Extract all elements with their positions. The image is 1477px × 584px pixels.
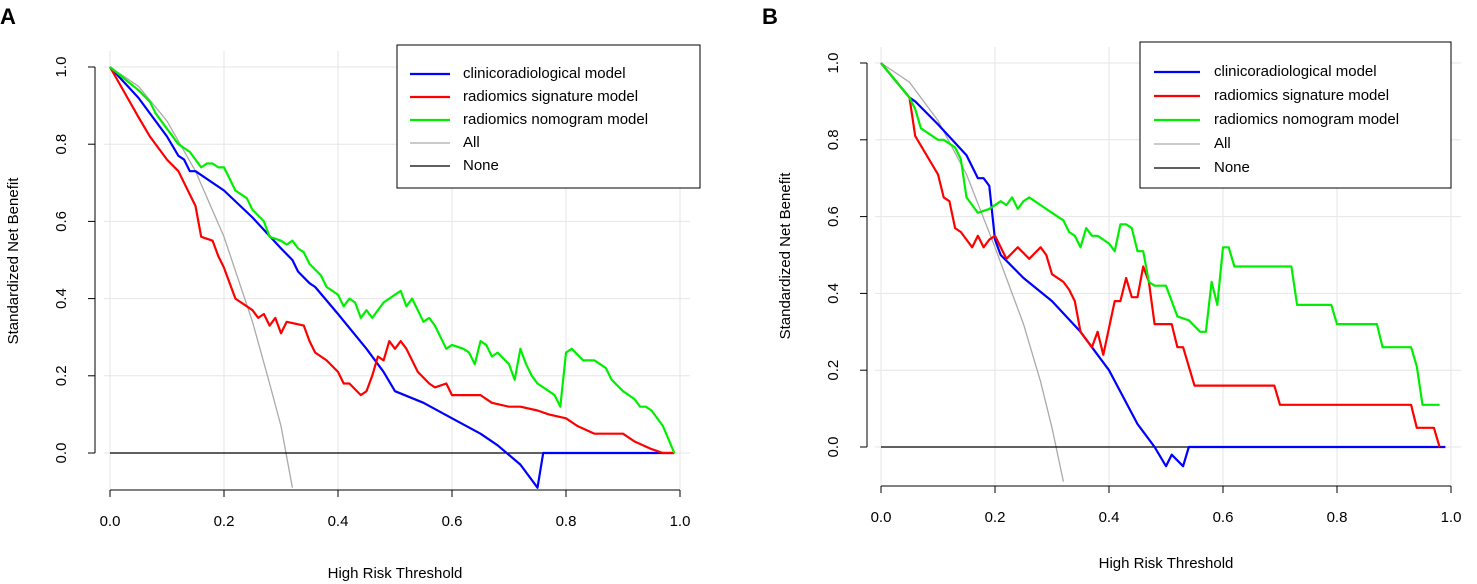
panel-a-x-tick-label: 0.6 (442, 513, 463, 530)
panel-b-legend-label: All (1214, 135, 1231, 152)
panel-b-x-tick-label: 0.0 (871, 509, 892, 526)
panel-b: B 0.0 0.2 0.4 0.6 0.8 1.0 0.0 0.2 0.4 0.6 0.8 1.0 Hig… (762, 4, 1461, 572)
panel-b-x-tick-label: 0.8 (1327, 509, 1348, 526)
panel-a-x-tick-label: 0.4 (328, 513, 349, 530)
panel-a-legend-label: None (463, 157, 499, 174)
panel-b-y-tick-label: 1.0 (825, 53, 842, 74)
panel-a-y-tick-label: 1.0 (53, 57, 70, 78)
panel-b-line-clinicoradiological-model (880, 62, 1446, 468)
panel-a-x-tick-label: 0.0 (100, 513, 121, 530)
panel-b-legend-label: clinicoradiological model (1214, 63, 1377, 80)
panel-a-y-tick-label: 0.2 (53, 365, 70, 386)
panel-a-legend-label: radiomics nomogram model (463, 111, 648, 128)
panel-a-y-tick-label: 0.0 (53, 443, 70, 464)
panel-a-x-tick-label: 1.0 (670, 513, 691, 530)
panel-b-x-tick-label: 0.2 (985, 509, 1006, 526)
panel-a-legend-label: radiomics signature model (463, 88, 638, 105)
panel-a-legend-label: All (463, 134, 480, 151)
panel-b-line-radiomics-signature-model (880, 62, 1441, 448)
panel-b-legend-label: radiomics nomogram model (1214, 111, 1399, 128)
panel-b-x-tick-label: 1.0 (1441, 509, 1462, 526)
panel-b-label: B (762, 4, 778, 29)
panel-a-label: A (0, 4, 16, 29)
panel-b-legend-label: None (1214, 159, 1250, 176)
panel-b-x-tick-label: 0.6 (1213, 509, 1234, 526)
panel-a-y-axis-title: Standardized Net Benefit (5, 177, 22, 345)
panel-b-legend-label: radiomics signature model (1214, 87, 1389, 104)
panel-a-y-tick-label: 0.6 (53, 211, 70, 232)
panel-a-line-radiomics-signature-model (109, 66, 675, 455)
panel-a-legend-label: clinicoradiological model (463, 65, 626, 82)
panel-b-y-tick-label: 0.2 (825, 360, 842, 381)
panel-b-y-tick-label: 0.4 (825, 283, 842, 304)
panel-a-line-all (109, 66, 294, 488)
panel-b-x-axis-title: High Risk Threshold (1099, 555, 1234, 572)
panel-b-x-tick-label: 0.4 (1099, 509, 1120, 526)
panel-a-x-tick-label: 0.2 (214, 513, 235, 530)
panel-b-line-all (880, 62, 1065, 482)
panel-a-y-tick-label: 0.4 (53, 288, 70, 309)
panel-b-y-tick-label: 0.8 (825, 129, 842, 150)
panel-b-line-radiomics-nomogram-model (880, 62, 1440, 406)
panel-a-x-tick-label: 0.8 (556, 513, 577, 530)
panel-a-y-tick-label: 0.8 (53, 134, 70, 155)
panel-b-legend-box (1139, 41, 1452, 189)
panel-a-x-axis-title: High Risk Threshold (328, 565, 463, 582)
panel-b-y-axis-title: Standardized Net Benefit (777, 172, 794, 340)
panel-a-legend-box (396, 44, 701, 189)
panel-b-y-tick-label: 0.0 (825, 437, 842, 458)
panel-b-y-tick-label: 0.6 (825, 206, 842, 227)
panel-a-line-clinicoradiological-model (109, 66, 675, 489)
panel-a-line-radiomics-nomogram-model (109, 66, 676, 454)
panel-a: A 0.0 0.2 0.4 0.6 0.8 1.0 0.0 0.2 0.4 0.6 0.8 1.0 Hig… (0, 4, 701, 582)
